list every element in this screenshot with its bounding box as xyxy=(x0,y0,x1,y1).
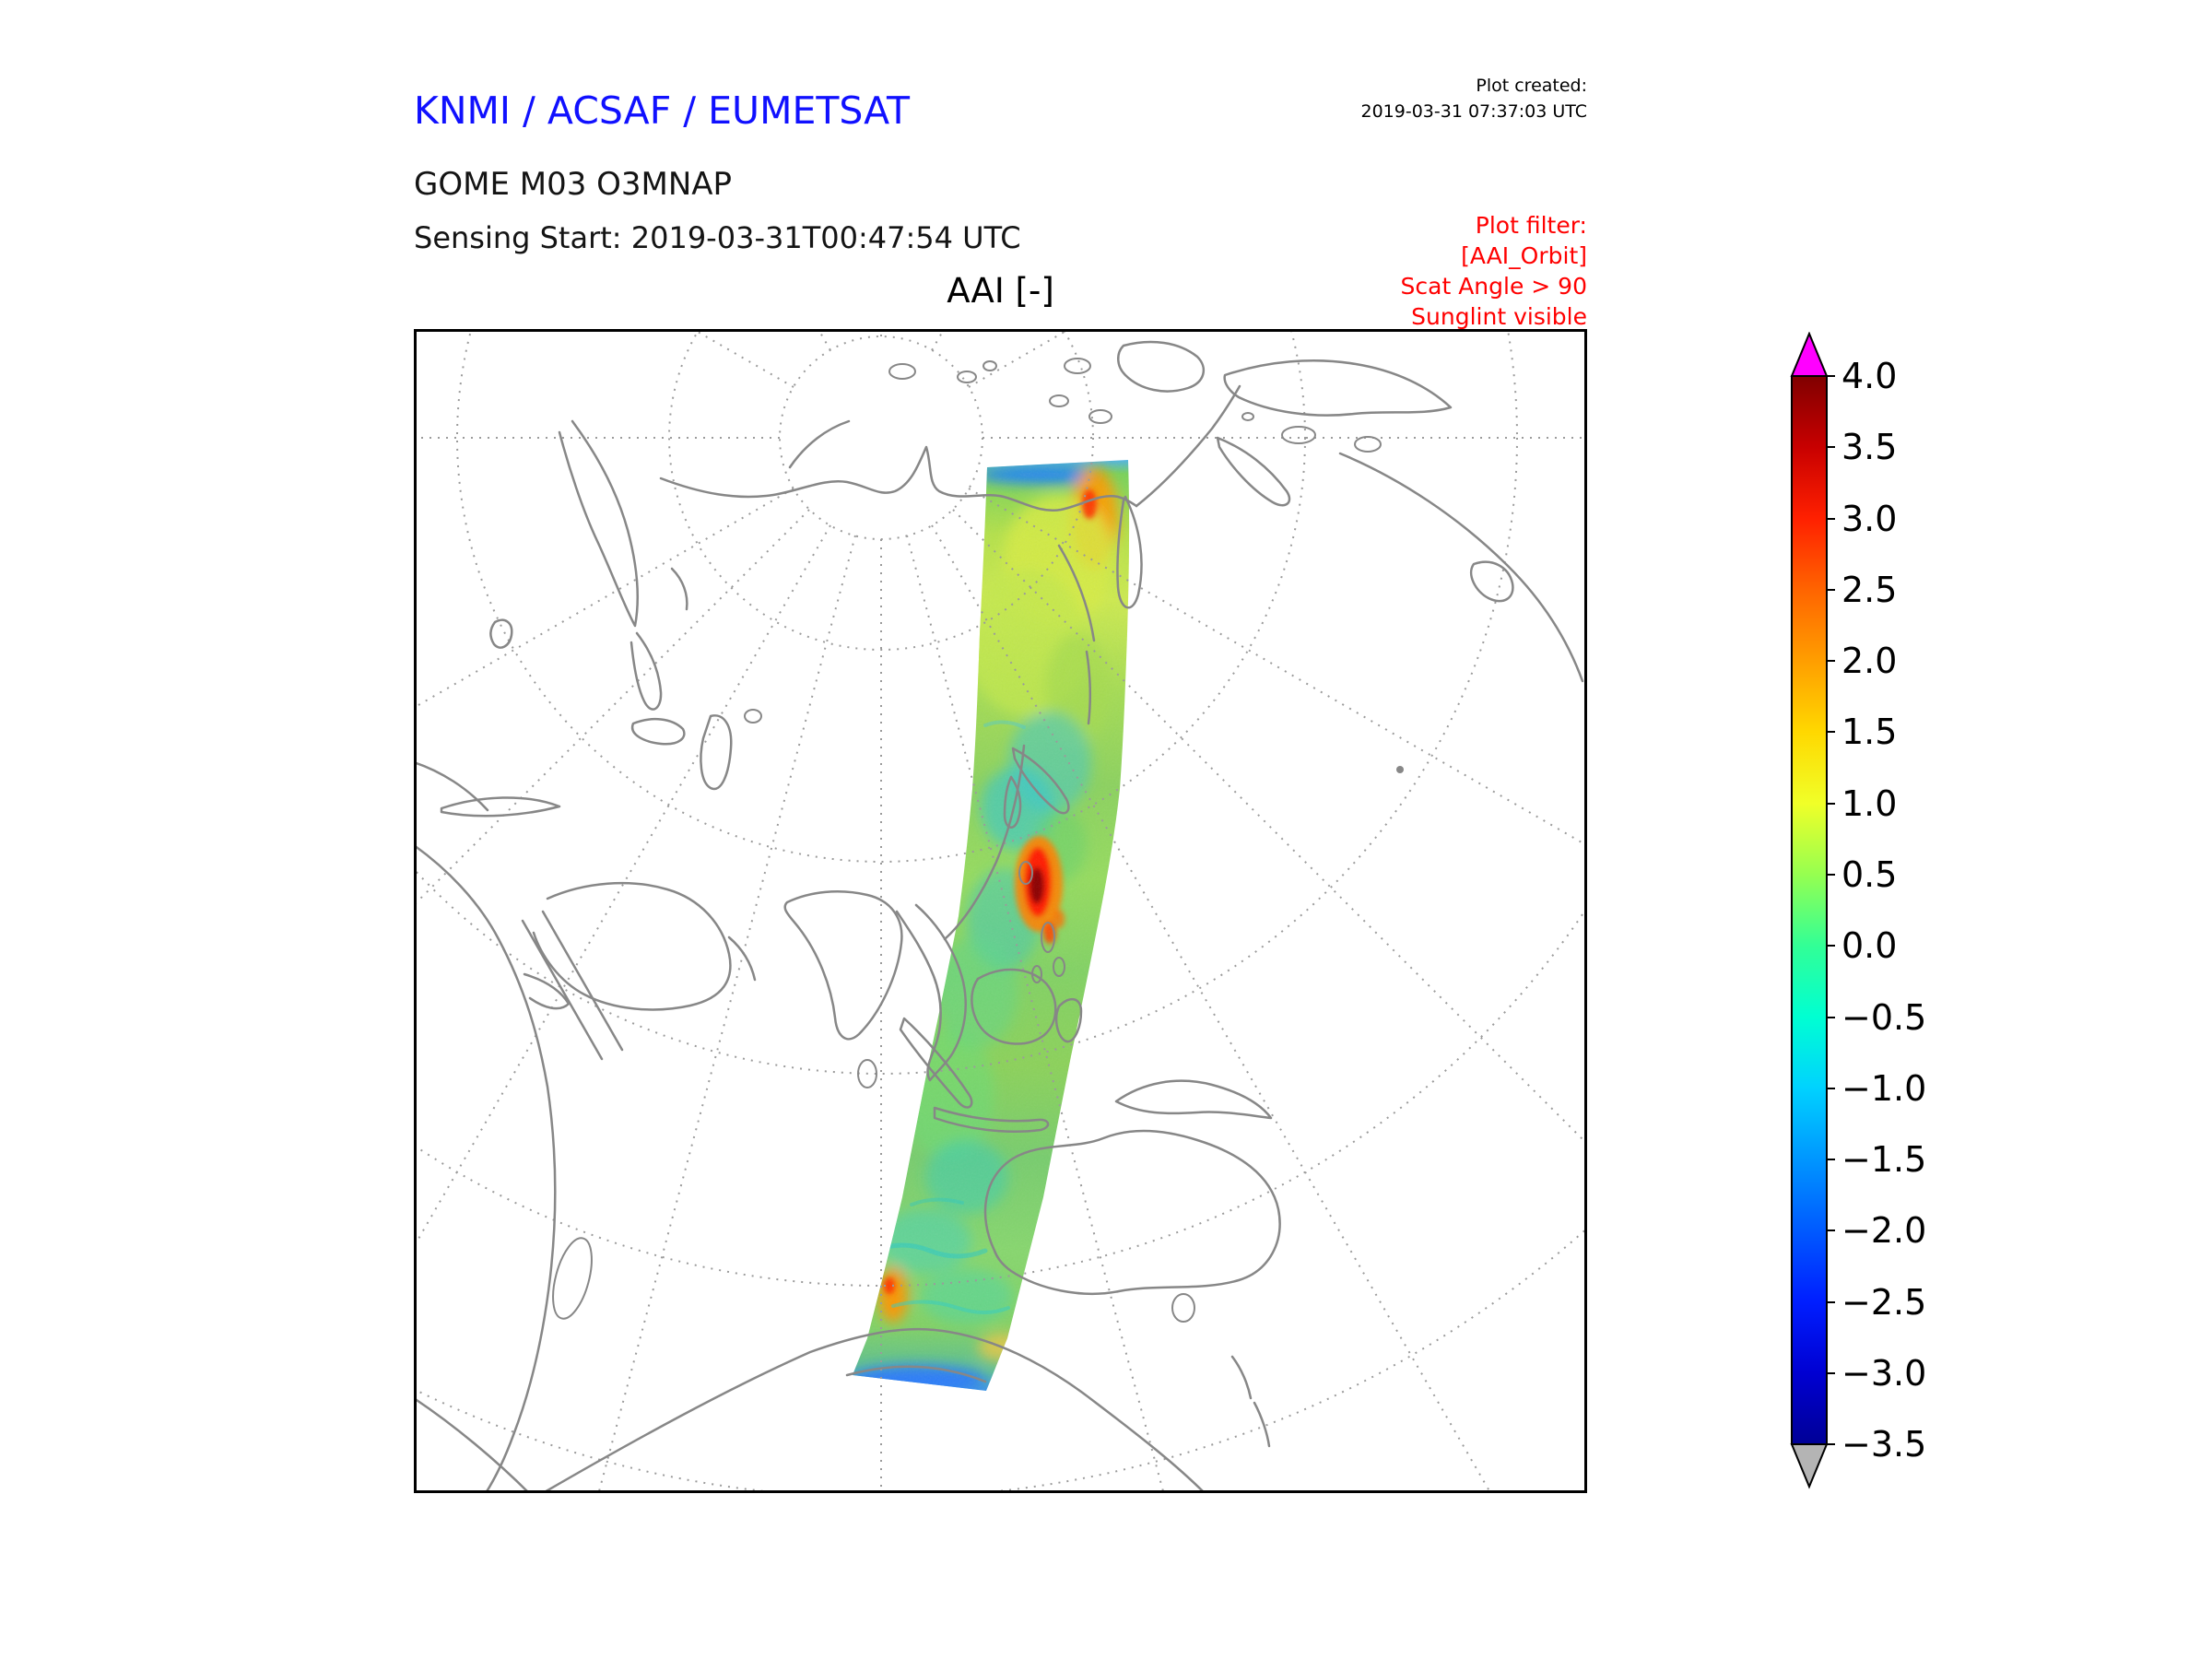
plot-filter-line: Sunglint visible xyxy=(1411,303,1587,330)
mediterranean xyxy=(440,796,561,818)
brand-title: KNMI / ACSAF / EUMETSAT xyxy=(414,88,911,133)
north-america-coast xyxy=(1338,452,1584,683)
coastlines xyxy=(414,340,1584,1493)
plot-filter-line: Plot filter: xyxy=(1475,212,1587,239)
satellite-swath xyxy=(853,460,1130,1391)
tasmania xyxy=(1171,1293,1195,1323)
aral-sea xyxy=(744,709,762,724)
plot-created-block: Plot created: 2019-03-31 07:37:03 UTC xyxy=(1180,74,1588,124)
plot-filter-line: Scat Angle > 90 xyxy=(1400,273,1587,300)
plot-filter-block: Plot filter: [AAI_Orbit] Scat Angle > 90… xyxy=(1180,210,1587,332)
colorbar-tick-label: −1.0 xyxy=(1841,1068,1926,1109)
map-frame-border xyxy=(414,329,1587,1493)
map-title: AAI [-] xyxy=(947,271,1054,311)
antarctica-coast xyxy=(541,1327,1206,1493)
colorbar-tick-label: 1.5 xyxy=(1841,712,1897,752)
japan xyxy=(1011,747,1070,815)
plot-created-timestamp: 2019-03-31 07:37:03 UTC xyxy=(1360,100,1588,122)
australia-coast xyxy=(983,1129,1281,1295)
black-sea xyxy=(630,717,686,746)
india xyxy=(783,890,903,1041)
kamchatka xyxy=(1116,495,1143,609)
british-isles xyxy=(489,618,513,649)
colorbar-tick-label: −3.0 xyxy=(1841,1353,1926,1394)
colorbar-tick-label: 0.0 xyxy=(1841,925,1897,966)
new-zealand xyxy=(1230,1355,1271,1448)
new-guinea xyxy=(1114,1079,1273,1120)
colorbar-tick-label: 3.5 xyxy=(1841,427,1897,467)
korea xyxy=(1003,775,1022,829)
novaya-zemlya xyxy=(788,419,851,469)
swath-grain-texture xyxy=(853,460,1130,1391)
colorbar-tick-label: 3.0 xyxy=(1841,499,1897,539)
canadian-arctic xyxy=(1223,359,1453,417)
china-coast xyxy=(943,744,1026,941)
product-name: GOME M03 O3MNAP xyxy=(414,166,733,203)
map-plot xyxy=(414,329,1587,1493)
colorbar-tick-label: 2.5 xyxy=(1841,570,1897,610)
borneo xyxy=(971,968,1057,1045)
colorbar-tick-label: −2.0 xyxy=(1841,1210,1926,1251)
taiwan xyxy=(1018,861,1033,885)
sumatra xyxy=(899,1017,973,1109)
red-sea xyxy=(521,910,624,1061)
sakhalin xyxy=(1085,650,1091,725)
svalbard xyxy=(957,371,977,383)
colorbar-under-range-triangle xyxy=(1790,1443,1829,1489)
hawaii xyxy=(1396,766,1404,773)
colorbar: 4.0 3.5 3.0 2.5 2.0 1.5 1.0 0.5 0.0 −0.5… xyxy=(1790,332,1926,1489)
iceland xyxy=(888,363,916,380)
colorbar-gradient-bar xyxy=(1791,375,1828,1445)
graticule xyxy=(414,329,1587,1493)
plot-created-label: Plot created: xyxy=(1476,76,1587,96)
colorbar-tick-label: −1.5 xyxy=(1841,1139,1926,1180)
plot-filter-line: [AAI_Orbit] xyxy=(1461,242,1587,269)
colorbar-tick-label: 2.0 xyxy=(1841,641,1897,681)
greenland xyxy=(1117,340,1206,393)
colorbar-tick-labels: 4.0 3.5 3.0 2.5 2.0 1.5 1.0 0.5 0.0 −0.5… xyxy=(1841,356,1926,1465)
madagascar xyxy=(552,1237,593,1320)
siberia-north-coast xyxy=(659,445,1138,512)
colorbar-tick-label: −3.5 xyxy=(1841,1424,1926,1465)
scandinavia xyxy=(558,419,640,628)
colorbar-over-range-triangle xyxy=(1790,332,1829,377)
baltic xyxy=(629,631,663,711)
colorbar-tick-label: −0.5 xyxy=(1841,997,1926,1038)
colorbar-tick-label: 4.0 xyxy=(1841,356,1897,396)
africa-east-coast xyxy=(414,843,557,1493)
colorbar-tick-label: 1.0 xyxy=(1841,783,1897,824)
arabia xyxy=(532,881,732,1011)
philippines xyxy=(1041,922,1055,953)
colorbar-tick-label: −2.5 xyxy=(1841,1282,1926,1323)
java xyxy=(933,1106,1050,1133)
alaska xyxy=(1216,436,1291,507)
colorbar-tick-marks xyxy=(1827,375,1835,1445)
colorbar-tick-label: 0.5 xyxy=(1841,854,1897,895)
caspian-sea xyxy=(700,714,733,791)
horn-of-africa xyxy=(523,972,571,1010)
sulawesi xyxy=(1054,997,1083,1043)
indochina xyxy=(895,903,967,1082)
sri-lanka xyxy=(857,1059,877,1088)
sensing-start: Sensing Start: 2019-03-31T00:47:54 UTC xyxy=(414,220,1021,255)
persian-gulf xyxy=(727,935,757,982)
